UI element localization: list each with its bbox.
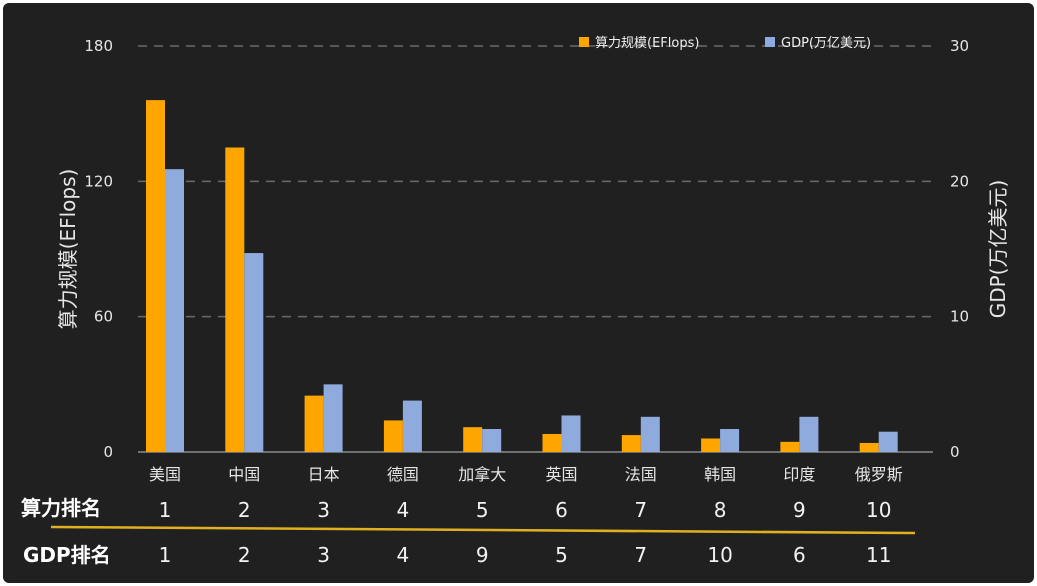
y2-tick-label: 30 <box>950 37 969 55</box>
bar-gdp <box>482 428 502 452</box>
ranking-table: 算力排名 1 2 3 4 5 6 7 8 9 10 GDP排名 1 2 3 4 9 5 7 10 6 11 <box>21 496 916 567</box>
category-label: 加拿大 <box>458 465 506 484</box>
legend-swatch-gdp <box>765 37 775 47</box>
category-label: 中国 <box>228 465 260 484</box>
y-tick-label: 60 <box>94 308 113 326</box>
bar-gdp <box>165 169 184 453</box>
y2-tick-label: 10 <box>950 308 969 326</box>
bar-compute <box>463 427 483 452</box>
gdp-rank-value: 6 <box>793 543 806 567</box>
y2-tick-label: 0 <box>950 443 960 461</box>
gdp-rank-value: 5 <box>555 543 568 567</box>
compute-rank-value: 3 <box>317 498 330 522</box>
compute-rank-row: 1 2 3 4 5 6 7 8 9 10 <box>159 498 892 522</box>
bar-gdp <box>402 400 422 452</box>
category-label: 印度 <box>783 465 815 484</box>
compute-rank-value: 2 <box>238 498 251 522</box>
bar-compute <box>225 147 245 452</box>
bar-gdp <box>640 416 660 452</box>
category-label: 德国 <box>387 465 419 484</box>
bar-gdp <box>878 431 898 452</box>
y-tick-label: 120 <box>84 172 113 190</box>
bar-compute <box>621 435 641 452</box>
compute-rank-value: 9 <box>793 498 806 522</box>
compute-rank-value: 7 <box>634 498 647 522</box>
bar-gdp <box>244 253 264 452</box>
legend-swatch-compute <box>579 37 589 47</box>
bars <box>146 100 898 453</box>
gdp-rank-row: 1 2 3 4 9 5 7 10 6 11 <box>159 543 892 567</box>
bar-compute <box>859 442 879 452</box>
axis-ticks: 0 60 120 180 0 10 20 30 <box>84 37 969 461</box>
y-axis-title: 算力规模(EFlops) <box>56 169 80 330</box>
compute-rank-value: 4 <box>397 498 410 522</box>
category-label: 日本 <box>308 465 340 484</box>
bar-gdp <box>561 415 581 452</box>
category-labels: 美国 中国 日本 德国 加拿大 英国 法国 韩国 印度 俄罗斯 <box>149 465 903 484</box>
y2-axis-title: GDP(万亿美元) <box>986 180 1010 319</box>
legend: 算力规模(EFlops) GDP(万亿美元) <box>579 36 871 51</box>
category-label: 韩国 <box>704 465 736 484</box>
legend-label-gdp: GDP(万亿美元) <box>781 36 871 51</box>
category-label: 法国 <box>625 465 657 484</box>
gdp-rank-title: GDP排名 <box>23 543 111 567</box>
category-label: 英国 <box>545 465 577 484</box>
gdp-rank-value: 3 <box>317 543 330 567</box>
gdp-rank-value: 10 <box>707 543 732 567</box>
bar-compute <box>146 100 165 452</box>
y2-tick-label: 20 <box>950 172 969 190</box>
compute-rank-value: 10 <box>866 498 891 522</box>
gdp-rank-value: 2 <box>238 543 251 567</box>
legend-label-compute: 算力规模(EFlops) <box>595 36 699 51</box>
bar-compute <box>780 441 800 452</box>
bar-compute <box>383 420 403 452</box>
gdp-rank-value: 7 <box>634 543 647 567</box>
gdp-rank-value: 9 <box>476 543 489 567</box>
compute-rank-value: 5 <box>476 498 489 522</box>
compute-rank-title: 算力排名 <box>21 496 101 520</box>
y-tick-label: 180 <box>84 37 113 55</box>
bar-compute <box>304 395 324 452</box>
gdp-rank-value: 1 <box>159 543 172 567</box>
bar-compute <box>701 438 721 452</box>
bar-gdp <box>323 384 343 452</box>
rank-divider <box>50 525 916 535</box>
compute-rank-value: 6 <box>555 498 568 522</box>
bar-compute <box>542 433 562 452</box>
bar-gdp <box>799 416 819 452</box>
gdp-rank-value: 4 <box>397 543 410 567</box>
bar-gdp <box>720 428 740 452</box>
compute-rank-value: 1 <box>159 498 172 522</box>
category-label: 俄罗斯 <box>855 465 903 484</box>
category-label: 美国 <box>149 465 181 484</box>
gdp-rank-value: 11 <box>866 543 891 567</box>
compute-rank-value: 8 <box>714 498 727 522</box>
chart-frame: 0 60 120 180 0 10 20 30 美国 中国 日本 德国 加拿大 英国 法国 韩国 印度 俄罗斯 … <box>3 3 1034 583</box>
y-tick-label: 0 <box>103 443 113 461</box>
